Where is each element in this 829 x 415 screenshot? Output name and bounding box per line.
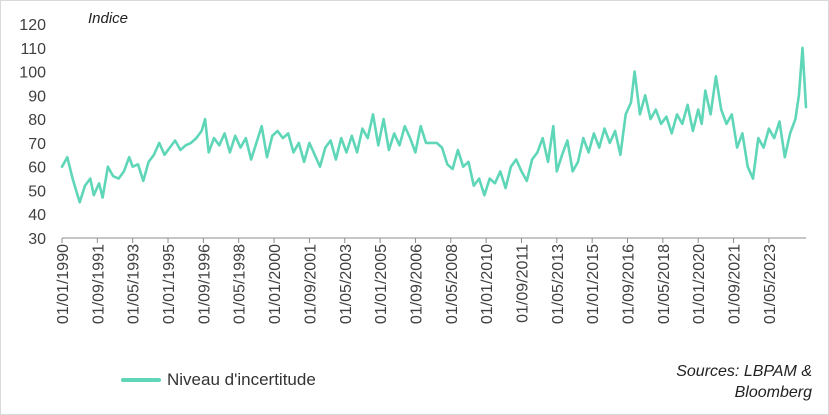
x-tick-label: 01/05/2023: [762, 244, 779, 324]
x-tick-label: 01/05/2008: [444, 244, 461, 324]
x-tick-label: 01/01/2005: [373, 244, 390, 324]
y-axis-tick-labels: 30 40 50 60 70 80 90 100 110 120: [19, 17, 46, 248]
x-tick-label: 01/01/1995: [161, 244, 178, 324]
y-tick-label: 100: [19, 65, 46, 82]
legend-swatch: [121, 378, 161, 382]
y-tick-label: 60: [28, 160, 46, 177]
series-line-niveau-incertitude: [60, 46, 808, 204]
y-tick-label: 50: [28, 183, 46, 200]
x-tick-label: 01/05/1998: [232, 244, 249, 324]
x-tick-label: 01/01/2000: [267, 244, 284, 324]
x-tick-label: 01/09/2016: [621, 244, 638, 324]
y-tick-label: 70: [28, 136, 46, 153]
x-tick-label: 01/05/1993: [126, 244, 143, 324]
y-axis-label: Indice: [88, 10, 128, 27]
x-tick-label: 01/05/2013: [550, 244, 567, 324]
sources-line-2: Bloomberg: [734, 384, 812, 401]
x-tick-label: 01/09/1996: [196, 244, 213, 324]
y-tick-label: 80: [28, 112, 46, 129]
x-tick-label: 01/09/2011: [514, 244, 531, 323]
x-tick-label: 01/01/2010: [479, 244, 496, 324]
x-tick-label: 01/09/2006: [408, 244, 425, 324]
x-tick-label: 01/05/2018: [656, 244, 673, 324]
x-tick-label: 01/01/1990: [55, 244, 72, 324]
x-tick-label: 01/09/1991: [90, 244, 107, 324]
sources-line-1: Sources: LBPAM &: [676, 363, 812, 380]
x-tick-label: 01/09/2021: [727, 244, 744, 324]
x-axis-ticks: [61, 238, 770, 243]
x-tick-label: 01/01/2015: [585, 244, 602, 324]
y-tick-label: 120: [19, 17, 46, 34]
sources-note: Sources: LBPAM & Bloomberg: [676, 361, 812, 403]
x-tick-label: 01/05/2003: [338, 244, 355, 324]
legend: Niveau d'incertitude: [121, 370, 316, 390]
y-tick-label: 90: [28, 88, 46, 105]
y-tick-label: 110: [20, 41, 46, 58]
x-axis-tick-labels: 01/01/1990 01/09/1991 01/05/1993 01/01/1995…: [55, 244, 779, 324]
x-tick-label: 01/09/2001: [302, 244, 319, 324]
legend-label: Niveau d'incertitude: [167, 370, 316, 389]
x-tick-label: 01/01/2020: [691, 244, 708, 324]
y-tick-label: 40: [28, 207, 46, 224]
y-tick-label: 30: [28, 231, 46, 248]
